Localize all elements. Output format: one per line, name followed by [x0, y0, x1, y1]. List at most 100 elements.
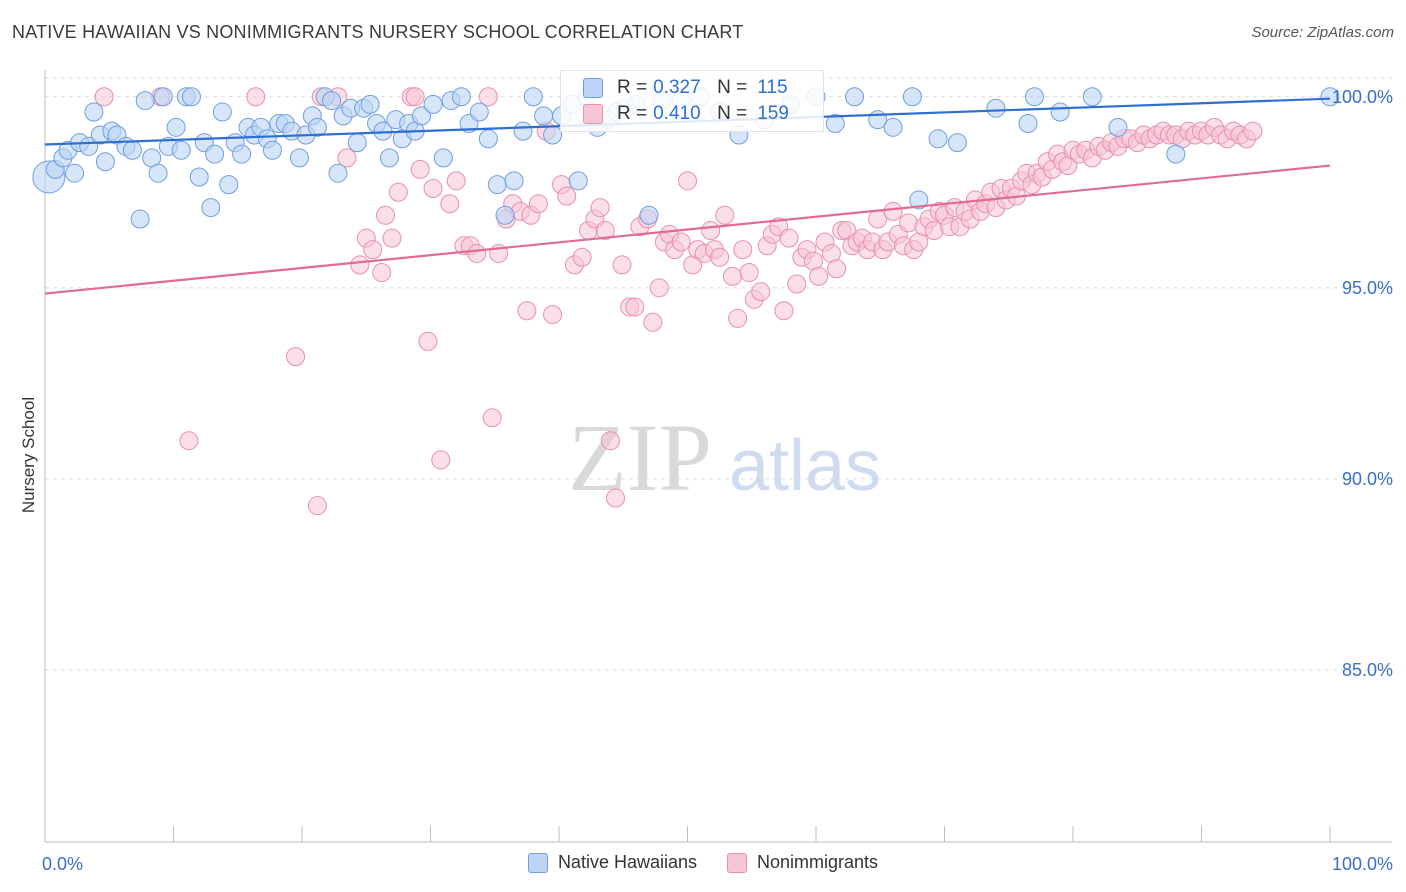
data-point-native-hawaiians	[135, 91, 155, 111]
data-point-nonimmigrants	[774, 301, 794, 321]
data-point-nonimmigrants	[733, 240, 753, 260]
data-point-native-hawaiians	[212, 102, 232, 122]
axes	[44, 70, 1392, 843]
r-label: R =	[617, 103, 648, 124]
data-point-nonimmigrants	[431, 450, 451, 470]
data-point-native-hawaiians	[1320, 87, 1340, 107]
data-point-native-hawaiians	[219, 175, 239, 195]
data-point-nonimmigrants	[557, 186, 577, 206]
r-label: R =	[617, 77, 648, 98]
watermark-atlas: atlas	[729, 426, 881, 506]
data-point-nonimmigrants	[423, 178, 443, 198]
data-point-native-hawaiians	[487, 175, 507, 195]
data-point-native-hawaiians	[845, 87, 865, 107]
y-tick-label: 90.0%	[1342, 469, 1393, 489]
y-axis-label: Nursery School	[19, 397, 38, 513]
data-point-native-hawaiians	[328, 163, 348, 183]
n-label: N =	[717, 77, 748, 98]
data-point-nonimmigrants	[751, 282, 771, 302]
data-point-native-hawaiians	[166, 117, 186, 137]
data-point-nonimmigrants	[350, 255, 370, 275]
x-tick-label: 100.0%	[1332, 854, 1393, 874]
data-point-nonimmigrants	[612, 255, 632, 275]
stats-swatch-pink	[583, 104, 603, 124]
data-point-nonimmigrants	[779, 228, 799, 248]
data-point-native-hawaiians	[928, 129, 948, 149]
data-point-native-hawaiians	[513, 121, 533, 141]
data-point-native-hawaiians	[289, 148, 309, 168]
data-point-nonimmigrants	[643, 312, 663, 332]
watermark-zip: ZIP	[568, 404, 712, 511]
data-point-native-hawaiians	[171, 140, 191, 160]
data-point-nonimmigrants	[286, 347, 306, 367]
data-point-native-hawaiians	[986, 98, 1006, 118]
data-point-nonimmigrants	[528, 194, 548, 214]
data-point-nonimmigrants	[728, 308, 748, 328]
data-point-native-hawaiians	[262, 140, 282, 160]
legend-swatch-pink	[727, 852, 747, 873]
y-tick-label: 95.0%	[1342, 278, 1393, 298]
data-point-nonimmigrants	[246, 87, 266, 107]
data-point-nonimmigrants	[467, 243, 487, 263]
data-point-nonimmigrants	[722, 266, 742, 286]
data-point-native-hawaiians	[469, 102, 489, 122]
data-point-nonimmigrants	[410, 159, 430, 179]
tick-labels: 85.0% 90.0% 95.0% 100.0% 0.0% 100.0%	[42, 87, 1393, 874]
data-point-native-hawaiians	[451, 87, 471, 107]
data-point-native-hawaiians	[902, 87, 922, 107]
legend-item-native-hawaiians[interactable]: Native Hawaiians	[527, 852, 697, 873]
data-point-native-hawaiians	[232, 144, 252, 164]
data-point-native-hawaiians	[568, 171, 588, 191]
data-point-native-hawaiians	[423, 94, 443, 114]
data-point-native-hawaiians	[412, 106, 432, 126]
y-tick-label: 85.0%	[1342, 660, 1393, 680]
n-value: 115	[757, 77, 788, 98]
data-point-native-hawaiians	[1050, 102, 1070, 122]
data-point-native-hawaiians	[181, 87, 201, 107]
data-point-native-hawaiians	[478, 129, 498, 149]
data-point-native-hawaiians	[360, 94, 380, 114]
data-point-native-hawaiians	[495, 205, 515, 225]
data-point-native-hawaiians	[504, 171, 524, 191]
trend-line-nonimmigrants	[44, 164, 1331, 295]
data-point-nonimmigrants	[376, 205, 396, 225]
data-point-nonimmigrants	[446, 171, 466, 191]
data-point-nonimmigrants	[600, 431, 620, 451]
data-point-nonimmigrants	[179, 431, 199, 451]
data-point-nonimmigrants	[543, 305, 563, 325]
data-point-nonimmigrants	[710, 247, 730, 267]
data-point-native-hawaiians	[639, 205, 659, 225]
data-point-nonimmigrants	[440, 194, 460, 214]
stats-swatch-blue	[583, 78, 603, 98]
data-point-native-hawaiians	[909, 190, 929, 210]
source-label: Source: ZipAtlas.com	[1251, 24, 1394, 41]
data-point-native-hawaiians	[543, 125, 563, 145]
data-point-native-hawaiians	[883, 117, 903, 137]
data-point-nonimmigrants	[307, 496, 327, 516]
data-point-native-hawaiians	[84, 102, 104, 122]
data-point-native-hawaiians	[825, 114, 845, 134]
x-tick-label: 0.0%	[42, 854, 83, 874]
data-point-native-hawaiians	[1024, 87, 1044, 107]
data-point-nonimmigrants	[94, 87, 114, 107]
legend-item-nonimmigrants[interactable]: Nonimmigrants	[727, 852, 878, 873]
data-point-native-hawaiians	[347, 133, 367, 153]
data-point-nonimmigrants	[739, 263, 759, 283]
data-point-native-hawaiians	[205, 144, 225, 164]
data-point-nonimmigrants	[787, 274, 807, 294]
data-point-nonimmigrants	[572, 247, 592, 267]
data-point-nonimmigrants	[418, 331, 438, 351]
data-point-nonimmigrants	[649, 278, 669, 298]
data-point-nonimmigrants	[678, 171, 697, 191]
data-point-nonimmigrants	[595, 221, 615, 241]
data-point-native-hawaiians	[379, 148, 399, 168]
r-value: 0.410	[653, 103, 701, 124]
data-point-native-hawaiians	[1082, 87, 1102, 107]
legend-label: Native Hawaiians	[557, 852, 697, 872]
data-point-nonimmigrants	[337, 148, 357, 168]
n-label: N =	[717, 103, 748, 124]
stats-box: R = 0.327 N = 115 R = 0.410 N = 159	[560, 70, 824, 132]
data-point-native-hawaiians	[1018, 114, 1038, 134]
y-tick-label: 100.0%	[1332, 87, 1393, 107]
